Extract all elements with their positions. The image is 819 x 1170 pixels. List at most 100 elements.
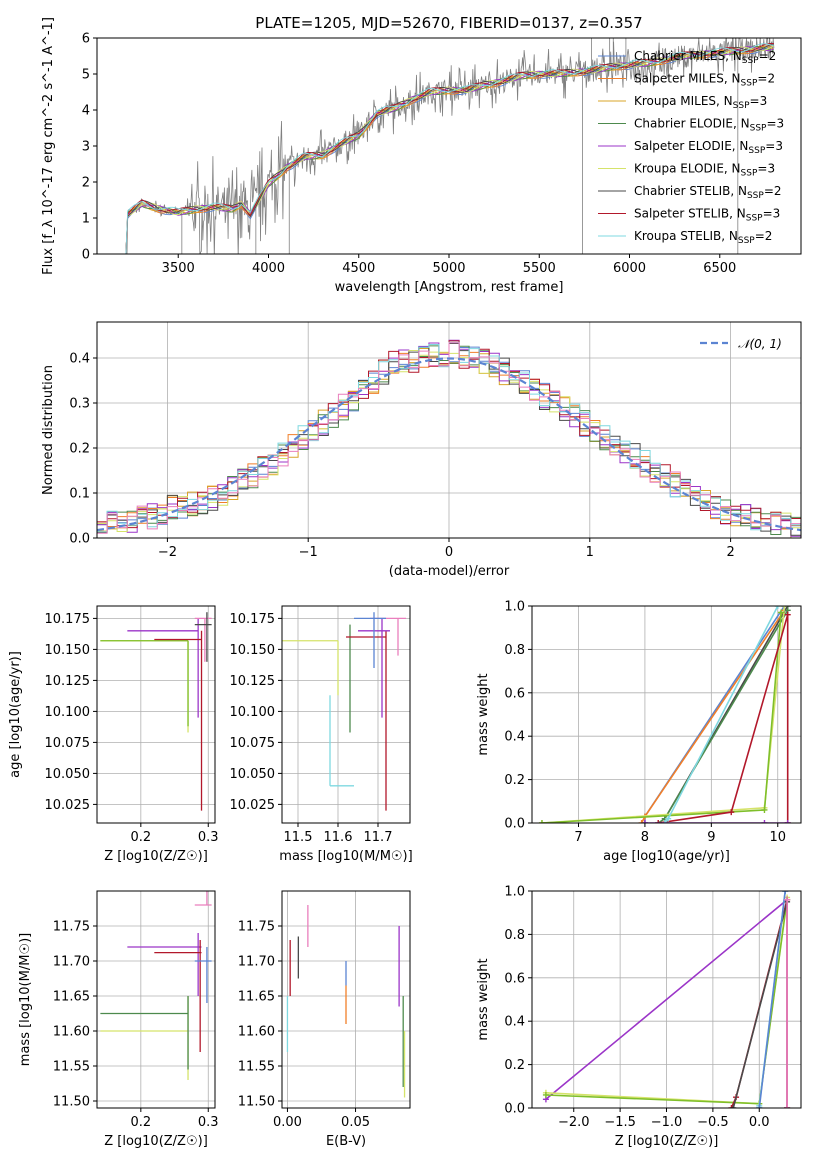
plot-area-massweight-vs-age [538, 606, 791, 823]
y-tick-label: 0.2 [69, 442, 90, 457]
series-marker-7 [784, 896, 791, 903]
axes-frame [96, 321, 802, 539]
x-tick-label: 0.00 [273, 1115, 302, 1130]
y-axis-label: mass [log10(M/M☉)] [18, 933, 33, 1066]
axes-frame [531, 890, 802, 1109]
legend-label: Chabrier ELODIE, NSSP=3 [634, 117, 784, 134]
series-marker-4 [781, 606, 788, 609]
plot-area-mass-vs-ebv [286, 905, 406, 1098]
panel-mass-vs-ebv: 0.00 0.05 11.50 11.55 11.60 11.65 11.70 11.75 E(… [238, 890, 411, 1149]
legend-subscript: SSP [746, 214, 763, 224]
y-tick-label: 10.050 [45, 767, 91, 782]
series-line-4 [732, 901, 788, 1108]
x-tick-label: 0.3 [198, 830, 219, 845]
x-axis-label: wavelength [Angstrom, rest frame] [335, 280, 564, 295]
y-axis-label: age [log10(age/yr)] [8, 651, 23, 778]
x-tick-label: −2.0 [558, 1115, 590, 1130]
y-tick-label: 11.55 [53, 1060, 90, 1075]
y-tick-label: 10.050 [230, 767, 276, 782]
y-tick-label: 11.50 [53, 1095, 90, 1110]
x-tick-label: 3500 [162, 261, 195, 276]
y-tick-label: 0.3 [69, 397, 90, 412]
series-line-1 [640, 609, 786, 823]
y-tick-label: 10.100 [45, 705, 91, 720]
series-line-6 [658, 614, 789, 823]
x-tick-label: 2 [726, 545, 734, 560]
plot-area-spectrum [124, 38, 775, 254]
y-tick-label: 10.100 [230, 705, 276, 720]
y-tick-label: 0.0 [69, 532, 90, 547]
series-marker-6 [655, 820, 662, 823]
series-marker-8 [761, 820, 768, 823]
y-tick-label: 5 [82, 68, 90, 83]
x-tick-label: 10 [769, 830, 786, 845]
series-marker-6 [728, 809, 735, 816]
axes-frame [96, 890, 216, 1109]
series-marker-7 [784, 1105, 791, 1108]
plot-area-massweight-vs-Z [542, 891, 791, 1108]
y-tick-label: 11.75 [53, 920, 90, 935]
y-tick-label: 6 [82, 32, 90, 47]
figure-title: PLATE=1205, MJD=52670, FIBERID=0137, z=0… [255, 14, 642, 32]
series-marker-5 [778, 609, 785, 616]
series-marker-7 [774, 606, 781, 609]
y-tick-label: 11.55 [238, 1060, 275, 1075]
legend-suffix: =3 [763, 207, 781, 221]
y-tick-label: 10.025 [230, 798, 276, 813]
series-marker-1 [638, 820, 645, 823]
y-tick-label: 1 [82, 212, 90, 227]
y-tick-label: 10.150 [45, 643, 91, 658]
x-tick-label: 0.0 [749, 1115, 770, 1130]
legend-label: 𝒩(0, 1) [738, 337, 782, 351]
x-tick-label: 0.05 [341, 1115, 370, 1130]
x-tick-label: 1 [586, 545, 594, 560]
legend-subscript: SSP [741, 169, 758, 179]
legend-label: Chabrier STELIB, NSSP=2 [634, 184, 782, 201]
legend-label: Salpeter ELODIE, NSSP=3 [634, 139, 783, 156]
legend-subscript: SSP [733, 101, 750, 111]
legend-suffix: =2 [757, 72, 775, 86]
legend-suffix: =3 [757, 162, 775, 176]
x-tick-label: 9 [707, 830, 715, 845]
series-marker-6 [782, 891, 789, 894]
y-axis-label: Normed distribution [41, 365, 56, 495]
legend-suffix: =3 [765, 139, 783, 153]
legend-subscript: SSP [748, 146, 765, 156]
y-tick-label: 0.0 [504, 1102, 525, 1117]
x-tick-label: 0.3 [198, 1115, 219, 1130]
series-marker-3 [728, 1105, 735, 1108]
x-axis-label: Z [log10(Z/Z☉)] [104, 1134, 208, 1149]
y-tick-label: 0.1 [69, 487, 90, 502]
y-tick-label: 0.8 [504, 643, 525, 658]
y-tick-label: 0.6 [504, 971, 525, 986]
panel-mass-vs-Z: 0.2 0.3 11.50 11.55 11.60 11.65 11.70 11.75 Z [l… [18, 890, 219, 1149]
x-tick-label: 4500 [342, 261, 375, 276]
panel-spectrum: 3500 4000 4500 5000 5500 6000 6500 0 1 2 3 4 5 6 wavel… [41, 17, 802, 295]
legend-label: Kroupa MILES, NSSP=3 [634, 94, 767, 111]
y-tick-label: 11.70 [238, 955, 275, 970]
y-axis-label: mass weight [476, 673, 491, 755]
x-tick-label: −1 [299, 545, 318, 560]
spectrum-data-line [124, 38, 775, 254]
histogram-step-9 [97, 342, 801, 534]
x-axis-label: age [log10(age/yr)] [603, 849, 730, 864]
x-tick-label: 5000 [432, 261, 465, 276]
model-line-5 [124, 45, 775, 254]
y-axis-label: Flux [f_λ 10^-17 erg cm^-2 s^-1 A^-1] [41, 17, 56, 275]
y-tick-label: 0 [82, 248, 90, 263]
x-tick-label: 5500 [523, 261, 556, 276]
legend-suffix: =2 [764, 184, 782, 198]
x-tick-label: 6000 [613, 261, 646, 276]
x-tick-label: −2 [158, 545, 177, 560]
series-marker-8 [784, 820, 791, 823]
y-tick-label: 11.60 [238, 1025, 275, 1040]
x-tick-label: −1.5 [604, 1115, 636, 1130]
x-tick-label: 11.5 [284, 830, 313, 845]
axes-frame [281, 605, 411, 824]
panel-massweight-vs-age: 7 8 9 10 0.0 0.2 0.4 0.6 0.8 1.0 age [log10(age/yr… [476, 600, 802, 864]
axes-frame [96, 37, 802, 255]
series-marker-4 [730, 1105, 737, 1108]
y-tick-label: 4 [82, 104, 90, 119]
x-axis-label: mass [log10(M/M☉)] [279, 849, 412, 864]
y-tick-label: 0.4 [504, 1015, 525, 1030]
